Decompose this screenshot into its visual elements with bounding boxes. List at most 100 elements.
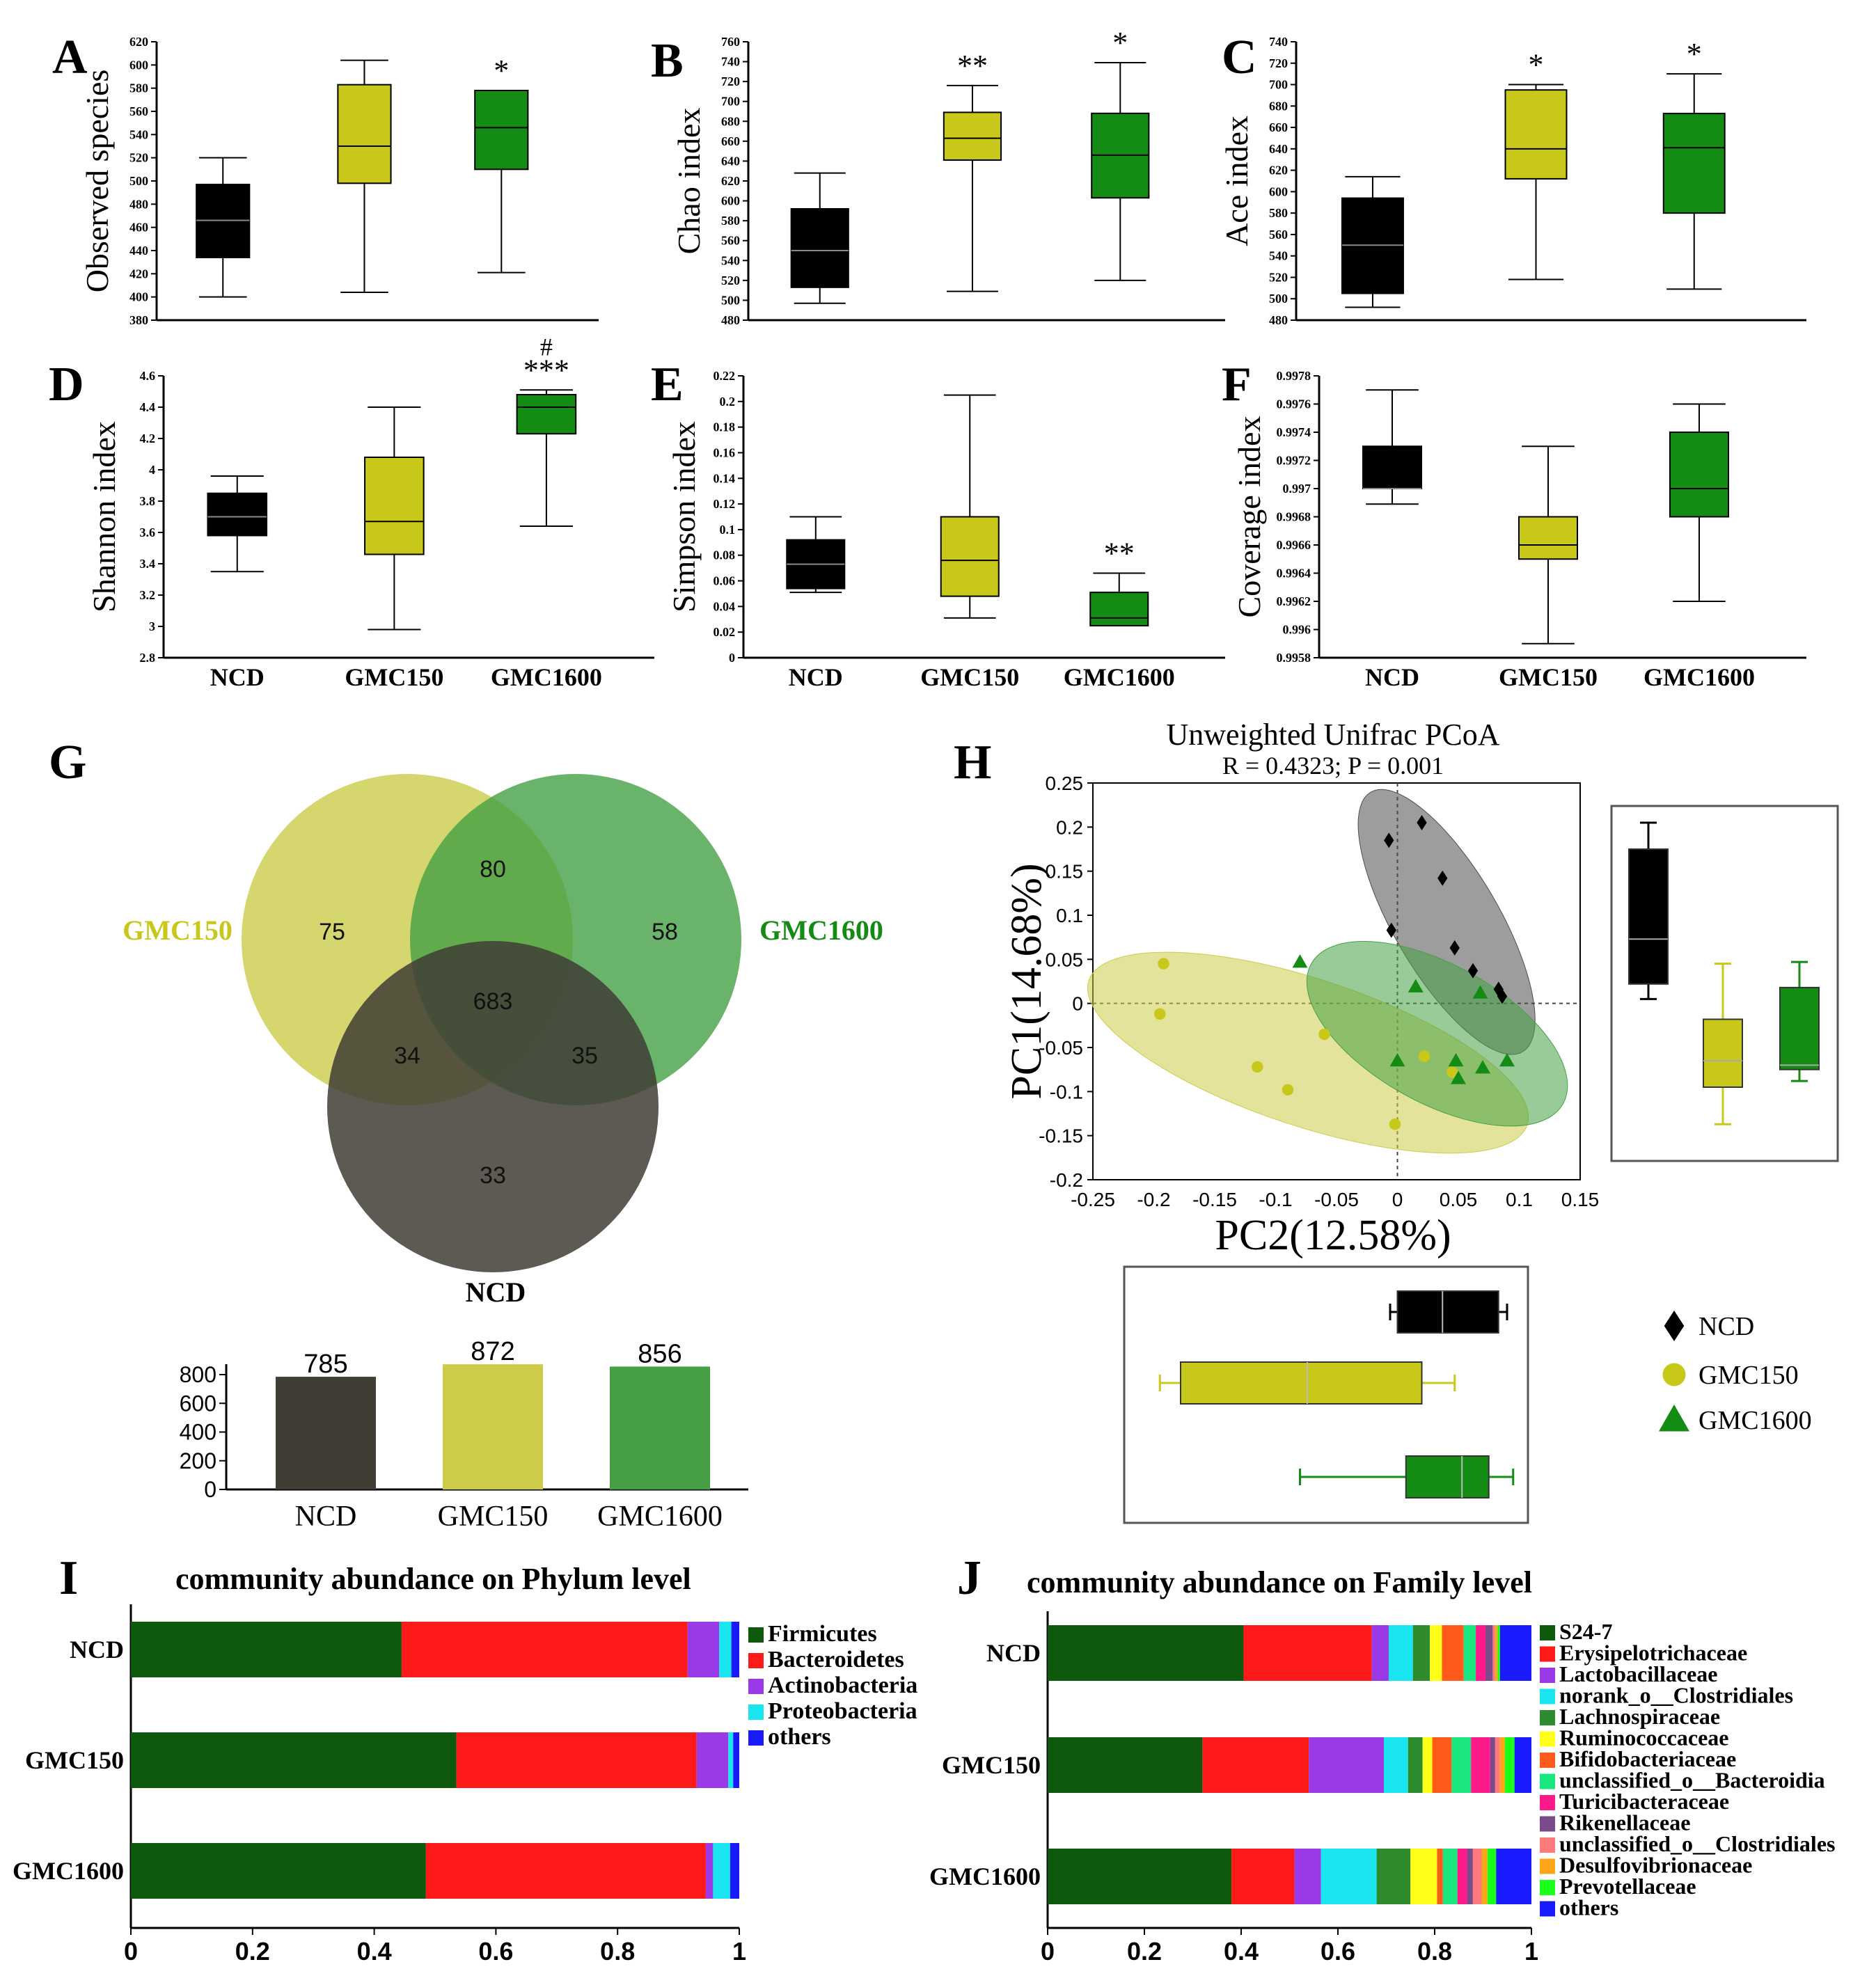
y-tick-label: -0.15	[1039, 1125, 1083, 1147]
y-tick-label-B: 620	[721, 174, 740, 188]
panel-label-D: D	[49, 358, 84, 411]
legend-swatch-Desulfovibrionaceae	[1540, 1858, 1555, 1874]
y-tick-label-C: 620	[1269, 164, 1288, 177]
category-label-GMC150: GMC150	[942, 1751, 1041, 1779]
legend-label-NCD: NCD	[1698, 1312, 1754, 1341]
bar-GMC1600	[610, 1366, 710, 1489]
segment-GMC1600-Lachnospiraceae	[1376, 1849, 1411, 1904]
iqr-box	[1779, 986, 1820, 1070]
y-tick-label-A: 460	[129, 221, 148, 235]
y-tick-label-D: 3.8	[140, 494, 156, 508]
y-tick-label-C: 520	[1269, 270, 1288, 284]
legend-label-Ruminococcaceae: Ruminococcaceae	[1559, 1725, 1728, 1750]
segment-GMC1600-norank_o__Clostridiales	[1321, 1849, 1377, 1904]
bar-value-label: 856	[638, 1339, 681, 1368]
box-D-GMC1600	[516, 389, 577, 527]
x-tick-label: -0.15	[1192, 1189, 1237, 1210]
y-tick-label-A: 580	[129, 81, 148, 95]
legend-label-Erysipelotrichaceae: Erysipelotrichaceae	[1559, 1640, 1747, 1666]
pc1-box-NCD	[1628, 821, 1669, 1000]
y-tick-label-C: 740	[1269, 35, 1288, 49]
iqr-box	[1628, 848, 1669, 985]
segment-GMC1600-Desulfovibrionaceae	[1481, 1849, 1488, 1904]
segment-GMC150-Actinobacteria	[696, 1732, 729, 1788]
panel-title-J: community abundance on Family level	[1027, 1565, 1532, 1599]
box-A-GMC150	[337, 59, 392, 293]
x-tick-label: 0.8	[600, 1937, 635, 1966]
x-tick-label: -0.05	[1314, 1189, 1359, 1210]
legend-marker-GMC150	[1662, 1363, 1686, 1386]
y-axis-label-F: Coverage index	[1231, 416, 1267, 618]
venn-region-gmc150-gmc1600: 80	[480, 856, 506, 883]
y-tick-label: 0.1	[1056, 905, 1083, 926]
legend-swatch-norank_o__Clostridiales	[1540, 1689, 1555, 1705]
x-tick-label-F: GMC1600	[1644, 663, 1755, 691]
y-tick-label-C: 660	[1269, 120, 1288, 134]
x-tick-label: 0	[124, 1937, 138, 1966]
x-tick-label: 1	[732, 1937, 746, 1966]
box-F-GMC150	[1518, 445, 1578, 645]
segment-GMC1600-Rikenellaceae	[1467, 1849, 1473, 1904]
iqr-box	[474, 90, 529, 171]
y-tick-label-C: 560	[1269, 228, 1288, 242]
y-tick-label-B: 680	[721, 114, 740, 128]
y-tick-label-B: 760	[721, 35, 740, 49]
legend-label-Lachnospiraceae: Lachnospiraceae	[1559, 1704, 1720, 1729]
segment-GMC150-Lachnospiraceae	[1408, 1737, 1423, 1793]
legend-label-Bacteroidetes: Bacteroidetes	[768, 1647, 904, 1673]
alpha-diversity-panels: A 380 400 420 440 460 480 500 520 540 560 580 600 620…	[49, 26, 1806, 691]
box-A-NCD	[196, 157, 251, 298]
y-tick-label-B: 520	[721, 274, 740, 287]
segment-NCD-Bifidobacteriaceae	[1442, 1625, 1464, 1681]
x-tick-label: GMC150	[438, 1501, 549, 1533]
point-NCD	[1497, 988, 1508, 1004]
y-tick-label-C: 700	[1269, 78, 1288, 92]
legend-label-S24-7: S24-7	[1559, 1619, 1612, 1644]
segment-GMC1600-Proteobacteria	[713, 1843, 730, 1899]
legend-label-others: others	[1559, 1895, 1618, 1920]
point-NCD	[1449, 940, 1460, 956]
y-tick-label-E: 0.18	[714, 420, 736, 434]
segment-GMC150-others	[733, 1732, 739, 1788]
iqr-box	[1518, 516, 1578, 560]
box-panel-C: C 480 500 520 540 560 580 600 620 640 660 680 700 720…	[1219, 31, 1806, 327]
y-tick-label-A: 600	[129, 58, 148, 72]
y-tick-label-D: 3.6	[140, 525, 156, 539]
venn-total-bar-chart: 0 200 400 600 800 785 NCD 872 GMC150 856 GMC1600	[180, 1337, 748, 1533]
y-tick-label-E: 0.06	[714, 574, 736, 588]
y-tick-label-C: 720	[1269, 56, 1288, 70]
point-GMC150	[1158, 958, 1169, 970]
y-tick-label-C: 600	[1269, 184, 1288, 198]
venn-region-gmc1600-only: 58	[652, 919, 678, 945]
segment-GMC150-Turicibacteraceae	[1471, 1737, 1490, 1793]
y-tick-label-E: 0.22	[714, 369, 736, 383]
y-tick-label: 0	[1072, 993, 1083, 1015]
legend-label-others: others	[768, 1724, 831, 1750]
legend-label-GMC150: GMC150	[1698, 1361, 1799, 1390]
legend-label-Proteobacteria: Proteobacteria	[768, 1698, 917, 1724]
legend-marker-NCD	[1664, 1311, 1685, 1341]
box-A-GMC1600	[474, 90, 529, 274]
segment-NCD-Ruminococcaceae	[1430, 1625, 1442, 1681]
pc2-box-GMC1600	[1299, 1455, 1515, 1499]
x-tick-label: 0.8	[1417, 1937, 1452, 1966]
segment-NCD-Desulfovibrionaceae	[1495, 1625, 1498, 1681]
box-panel-A: A 380 400 420 440 460 480 500 520 540 560 580 600 620…	[52, 31, 599, 327]
segment-GMC150-Ruminococcaceae	[1422, 1737, 1433, 1793]
bar-GMC150	[443, 1364, 543, 1489]
x-tick-label: GMC1600	[597, 1501, 723, 1533]
point-GMC150	[1418, 1050, 1430, 1062]
segment-GMC150-others	[1514, 1737, 1531, 1793]
y-tick-label-D: 4.4	[140, 400, 156, 414]
x-tick-label: 0.6	[478, 1937, 513, 1966]
y-tick-label-E: 0.02	[714, 625, 736, 639]
segment-NCD-unclassified_o__Bacteroidia	[1463, 1625, 1476, 1681]
x-tick-label: 1	[1524, 1937, 1538, 1966]
y-tick-label-A: 420	[129, 267, 148, 280]
point-GMC1600	[1472, 985, 1488, 999]
venn-region-gmc150-only: 75	[319, 919, 345, 945]
y-tick-label-A: 500	[129, 174, 148, 188]
segment-GMC1600-Erysipelotrichaceae	[1231, 1849, 1295, 1904]
